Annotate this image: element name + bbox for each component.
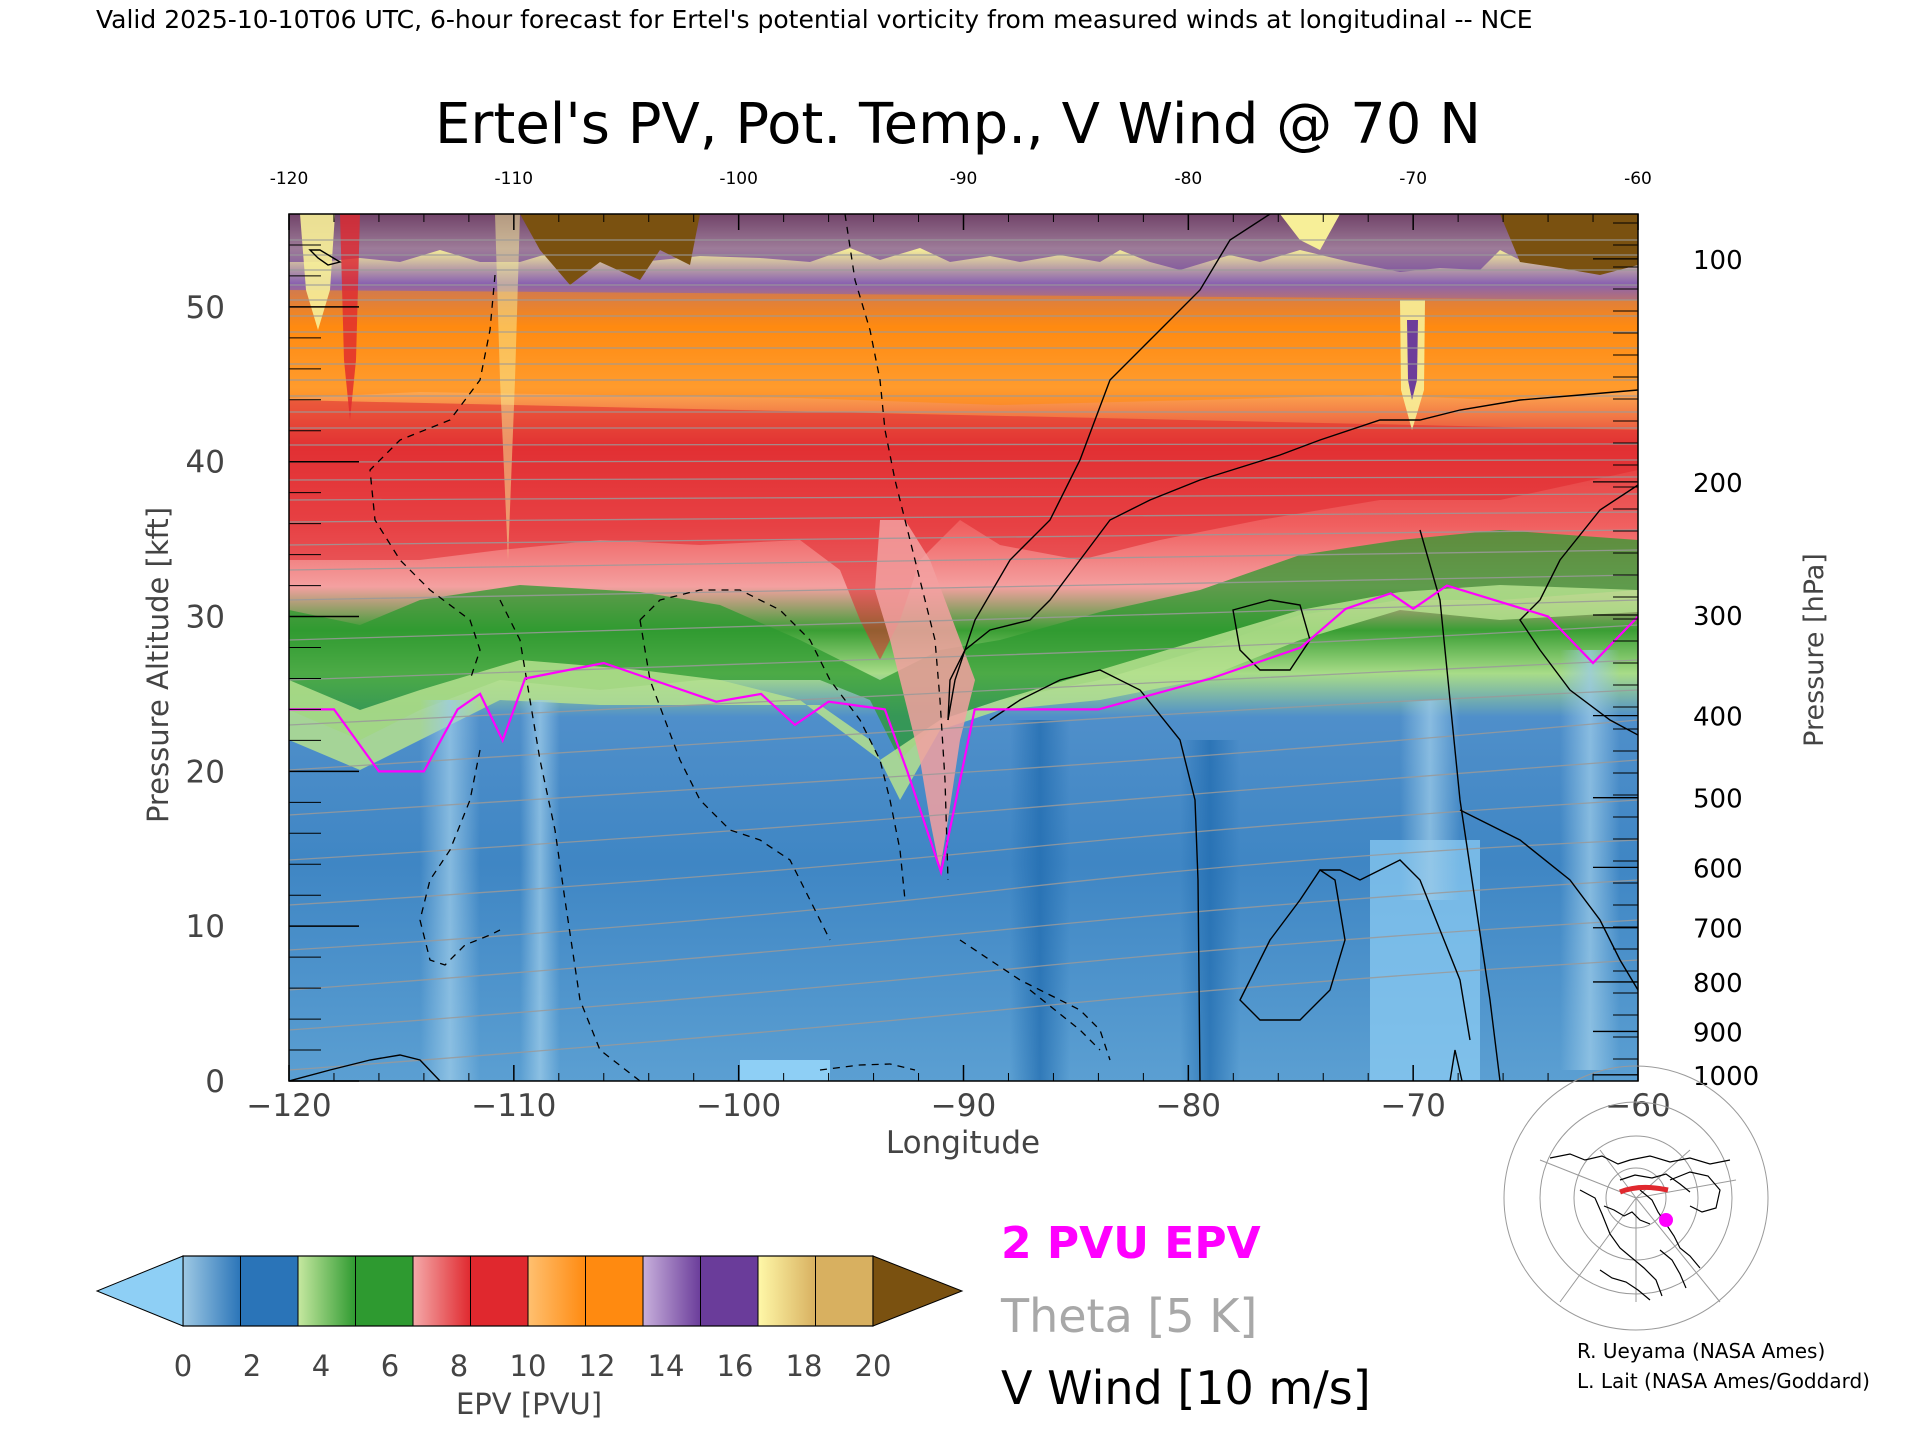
theta-contours (289, 239, 1638, 1071)
colorbar-tick-label: 8 (450, 1349, 468, 1383)
colorbar-segment (528, 1256, 586, 1326)
colorbar-tick-label: 2 (243, 1349, 261, 1383)
axes: −120 -120 −110 -110 −100 -100 −90 -90 −80 -80 −70 -… (186, 169, 1760, 1124)
colorbar-tick-label: 0 (174, 1349, 192, 1383)
colorbar-tick-label: 12 (579, 1349, 616, 1383)
colorbar-tick-label: 18 (786, 1349, 823, 1383)
colorbar-segment (700, 1256, 759, 1326)
y-axis-title-left: Pressure Altitude [kft] (141, 507, 175, 823)
colorbar-segment (298, 1256, 356, 1326)
pressure-tick-label: 300 (1693, 602, 1743, 632)
x-tick-label-bottom: −110 (471, 1088, 556, 1124)
x-tick-label-top: -80 (1174, 169, 1202, 189)
chart-title: Ertel's PV, Pot. Temp., V Wind @ 70 N (435, 92, 1481, 157)
credits: R. Ueyama (NASA Ames) L. Lait (NASA Ames… (1577, 1336, 1870, 1396)
x-tick-label-top: -60 (1624, 169, 1652, 189)
pressure-tick-label: 600 (1693, 854, 1743, 884)
y-tick-label-left: 0 (205, 1064, 225, 1100)
x-tick-label-bottom: −100 (696, 1088, 781, 1124)
x-tick-label-top: -70 (1399, 169, 1427, 189)
x-tick-label-bottom: −90 (931, 1088, 996, 1124)
pressure-tick-label: 100 (1693, 246, 1743, 276)
y-tick-label-left: 10 (186, 909, 225, 945)
colorbar-label: EPV [PVU] (456, 1387, 602, 1421)
x-tick-label-top: -120 (270, 169, 309, 189)
pressure-tick-label: 500 (1693, 785, 1743, 815)
x-tick-label-top: -90 (950, 169, 978, 189)
credit-line-1: R. Ueyama (NASA Ames) (1577, 1339, 1826, 1363)
legend-2pvu: 2 PVU EPV (1001, 1218, 1261, 1269)
x-tick-label-bottom: −120 (246, 1088, 331, 1124)
legend-theta: Theta [5 K] (1000, 1289, 1257, 1343)
colorbar-tick-label: 4 (312, 1349, 330, 1383)
inset-locator-map (1503, 1065, 1769, 1331)
v-wind-contours (289, 214, 1638, 1081)
x-tick-label-top: -110 (495, 169, 534, 189)
colorbar-segment (355, 1256, 414, 1326)
legend-v-wind: V Wind [10 m/s] (1001, 1361, 1371, 1415)
colorbar-segment (815, 1256, 874, 1326)
x-tick-label-bottom: −80 (1156, 1088, 1221, 1124)
cross-section-track (1619, 1184, 1669, 1195)
location-marker (1659, 1213, 1673, 1227)
x-tick-label-bottom: −70 (1380, 1088, 1445, 1124)
y-tick-label-left: 20 (186, 754, 225, 790)
colorbar-segment (413, 1256, 471, 1326)
colorbar-segment (585, 1256, 644, 1326)
y-axis-title-right: Pressure [hPa] (1799, 553, 1830, 747)
pressure-tick-label: 200 (1693, 469, 1743, 499)
valid-time-header: Valid 2025-10-10T06 UTC, 6-hour forecast… (96, 5, 1533, 34)
x-tick-label-top: -100 (719, 169, 758, 189)
y-tick-label-left: 50 (186, 290, 225, 326)
y-tick-label-left: 30 (186, 600, 225, 636)
colorbar-segment (643, 1256, 701, 1326)
pv-2-pvu-contour (289, 584, 1638, 877)
colorbar-segment (240, 1256, 299, 1326)
x-tick-label-bottom: −60 (1605, 1088, 1670, 1124)
epv-colorbar: 0 2 4 6 8 10 12 14 16 18 20 (95, 1255, 964, 1383)
x-axis-title: Longitude (886, 1125, 1040, 1161)
credit-line-2: L. Lait (NASA Ames/Goddard) (1577, 1369, 1870, 1393)
v-wind-negative-contours (369, 214, 1111, 1081)
pressure-tick-label: 800 (1693, 969, 1743, 999)
legend: 2 PVU EPV Theta [5 K] V Wind [10 m/s] (1000, 1218, 1371, 1415)
epv-cross-section-field (289, 214, 1638, 1081)
pressure-tick-label: 1000 (1693, 1062, 1759, 1092)
colorbar-tick-label: 14 (648, 1349, 685, 1383)
colorbar-tick-label: 20 (855, 1349, 892, 1383)
colorbar-tick-label: 10 (510, 1349, 547, 1383)
colorbar-segment (470, 1256, 529, 1326)
colorbar-segment (758, 1256, 816, 1326)
colorbar-under-arrow (95, 1255, 184, 1327)
colorbar-segment (183, 1256, 241, 1326)
pressure-tick-label: 400 (1693, 703, 1743, 733)
y-tick-label-left: 40 (186, 445, 225, 481)
colorbar-tick-label: 16 (717, 1349, 754, 1383)
pressure-tick-label: 700 (1693, 915, 1743, 945)
colorbar-over-arrow (872, 1255, 964, 1327)
pressure-tick-label: 900 (1693, 1018, 1743, 1048)
colorbar-tick-label: 6 (381, 1349, 399, 1383)
pv-2-pvu-line (289, 584, 1638, 877)
